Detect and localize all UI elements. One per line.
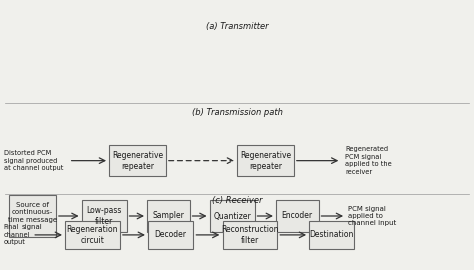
Bar (148, 221, 193, 249)
Bar (147, 200, 190, 232)
Text: Regenerated
PCM signal
applied to the
receiver: Regenerated PCM signal applied to the re… (345, 146, 392, 175)
Text: Sampler: Sampler (152, 211, 184, 221)
Text: Reconstruction
filter: Reconstruction filter (221, 225, 279, 245)
Text: Regenerative
repeater: Regenerative repeater (240, 151, 291, 171)
Text: Distorted PCM
signal produced
at channel output: Distorted PCM signal produced at channel… (4, 150, 63, 171)
Bar (109, 145, 166, 176)
Bar (223, 221, 277, 249)
Bar (65, 221, 119, 249)
Text: Source of
continuous-
time message
signal: Source of continuous- time message signa… (8, 202, 57, 230)
Text: Regenerative
repeater: Regenerative repeater (112, 151, 163, 171)
Bar (210, 200, 255, 232)
Bar (276, 200, 319, 232)
Bar (82, 200, 127, 232)
Bar (237, 145, 294, 176)
Text: Final
channel
output: Final channel output (4, 224, 30, 245)
Text: Regeneration
circuit: Regeneration circuit (67, 225, 118, 245)
Text: (c) Receiver: (c) Receiver (212, 196, 262, 205)
Text: Quantizer: Quantizer (213, 211, 251, 221)
Text: Encoder: Encoder (282, 211, 313, 221)
Text: (b) Transmission path: (b) Transmission path (191, 109, 283, 117)
Text: Destination: Destination (310, 230, 354, 239)
Text: PCM signal
applied to
channel input: PCM signal applied to channel input (348, 205, 397, 227)
Bar (9, 195, 56, 237)
Text: Low-pass
filter: Low-pass filter (87, 206, 122, 226)
Bar (309, 221, 354, 249)
Text: (a) Transmitter: (a) Transmitter (206, 22, 268, 31)
Text: Decoder: Decoder (155, 230, 187, 239)
